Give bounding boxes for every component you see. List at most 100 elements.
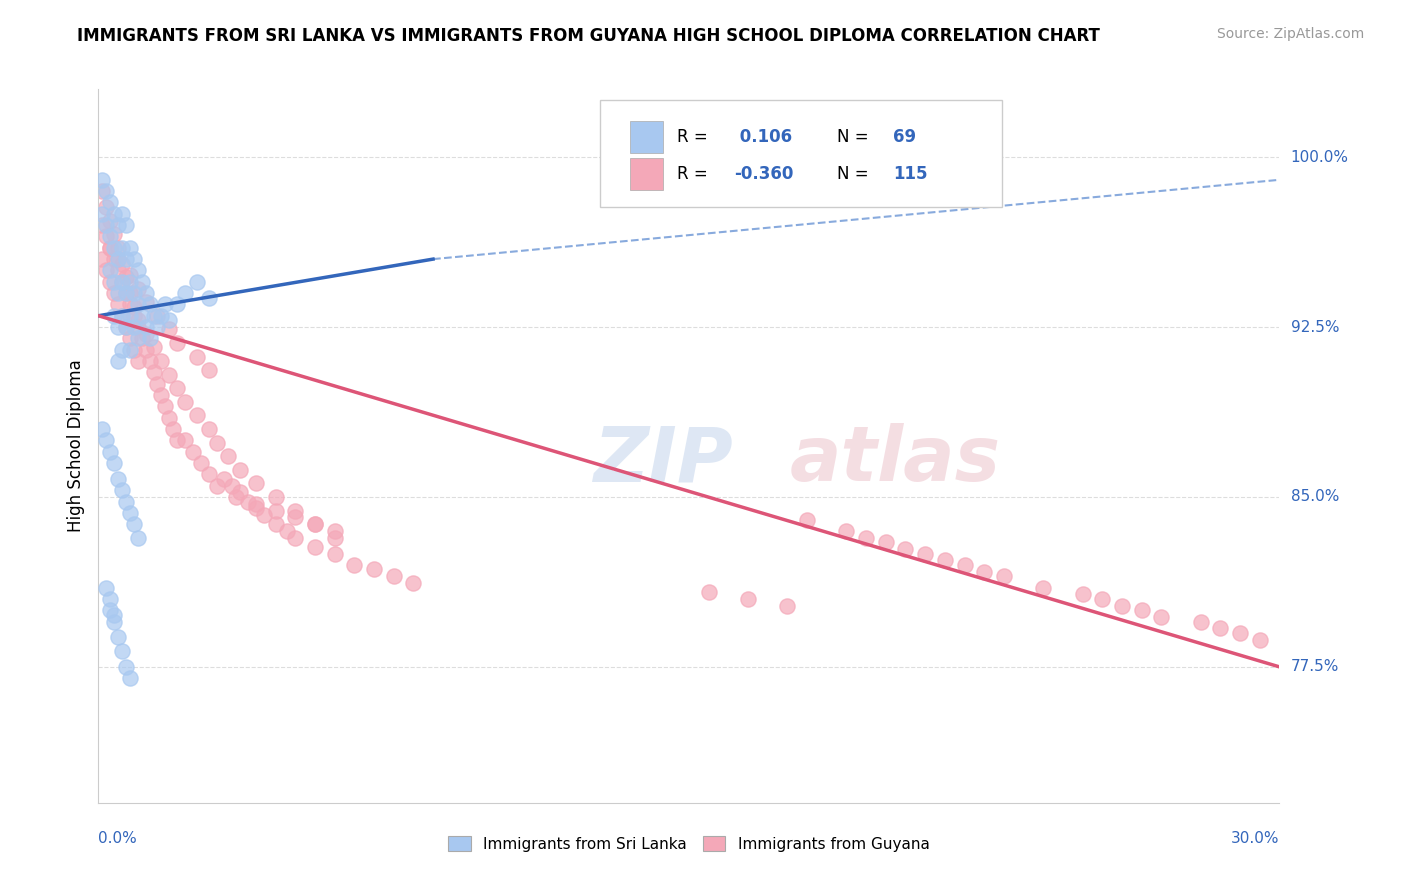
FancyBboxPatch shape — [630, 158, 664, 190]
Text: ZIP: ZIP — [595, 424, 734, 497]
Point — [131, 331, 153, 345]
Point — [98, 241, 121, 255]
Point — [127, 531, 149, 545]
Point — [115, 320, 138, 334]
Point — [91, 252, 114, 266]
Point — [150, 354, 173, 368]
Point — [96, 200, 118, 214]
Point — [118, 241, 141, 255]
Point — [142, 309, 165, 323]
Point — [197, 467, 219, 482]
FancyBboxPatch shape — [600, 100, 1002, 207]
Point — [91, 207, 114, 221]
Point — [107, 286, 129, 301]
Point — [1249, 632, 1271, 647]
Point — [111, 309, 134, 323]
Point — [323, 524, 346, 538]
Point — [304, 517, 326, 532]
Text: 85.0%: 85.0% — [1291, 490, 1339, 505]
Point — [363, 562, 385, 576]
Point — [304, 517, 326, 532]
Legend: Immigrants from Sri Lanka, Immigrants from Guyana: Immigrants from Sri Lanka, Immigrants fr… — [440, 828, 938, 859]
Point — [402, 576, 425, 591]
Point — [111, 275, 134, 289]
Point — [111, 275, 134, 289]
Point — [264, 517, 287, 532]
Point — [115, 286, 138, 301]
Point — [1189, 615, 1212, 629]
Point — [103, 207, 125, 221]
Point — [107, 320, 129, 334]
Point — [284, 503, 307, 517]
Point — [174, 394, 197, 409]
Text: IMMIGRANTS FROM SRI LANKA VS IMMIGRANTS FROM GUYANA HIGH SCHOOL DIPLOMA CORRELAT: IMMIGRANTS FROM SRI LANKA VS IMMIGRANTS … — [77, 27, 1101, 45]
Point — [122, 320, 145, 334]
FancyBboxPatch shape — [630, 120, 664, 153]
Point — [138, 354, 160, 368]
Point — [118, 268, 141, 282]
Point — [103, 286, 125, 301]
Point — [107, 252, 129, 266]
Point — [103, 227, 125, 242]
Point — [96, 581, 118, 595]
Point — [122, 252, 145, 266]
Point — [107, 241, 129, 255]
Point — [323, 547, 346, 561]
Point — [122, 309, 145, 323]
Point — [103, 241, 125, 255]
Point — [197, 422, 219, 436]
Point — [993, 569, 1015, 583]
Point — [796, 513, 818, 527]
Point — [107, 252, 129, 266]
Point — [186, 275, 208, 289]
Point — [973, 565, 995, 579]
Point — [166, 381, 188, 395]
Point — [135, 286, 157, 301]
Point — [115, 218, 138, 232]
Point — [115, 270, 138, 285]
Point — [142, 341, 165, 355]
Point — [162, 422, 184, 436]
Point — [115, 252, 138, 266]
Point — [103, 607, 125, 622]
Point — [146, 376, 169, 391]
Point — [138, 331, 160, 345]
Point — [98, 603, 121, 617]
Point — [127, 263, 149, 277]
Point — [166, 297, 188, 311]
Point — [697, 585, 720, 599]
Text: 69: 69 — [893, 128, 917, 145]
Point — [1229, 626, 1251, 640]
Point — [284, 510, 307, 524]
Point — [118, 275, 141, 289]
Point — [264, 503, 287, 517]
Point — [135, 295, 157, 310]
Text: 100.0%: 100.0% — [1291, 150, 1348, 165]
Point — [98, 213, 121, 227]
Point — [103, 252, 125, 266]
Text: Source: ZipAtlas.com: Source: ZipAtlas.com — [1216, 27, 1364, 41]
Point — [127, 331, 149, 345]
Point — [245, 476, 267, 491]
Point — [107, 472, 129, 486]
Point — [98, 275, 121, 289]
Point — [181, 444, 204, 458]
Point — [150, 388, 173, 402]
Point — [111, 483, 134, 498]
Point — [115, 286, 138, 301]
Point — [166, 434, 188, 448]
Point — [91, 218, 114, 232]
Point — [835, 524, 858, 538]
Point — [875, 535, 897, 549]
Point — [186, 350, 208, 364]
Point — [855, 531, 877, 545]
Point — [166, 335, 188, 350]
Point — [953, 558, 976, 572]
Point — [98, 241, 121, 255]
Point — [115, 660, 138, 674]
Point — [111, 343, 134, 357]
Text: 0.0%: 0.0% — [98, 831, 138, 847]
Point — [146, 320, 169, 334]
Point — [138, 297, 160, 311]
Text: -0.360: -0.360 — [734, 165, 793, 183]
